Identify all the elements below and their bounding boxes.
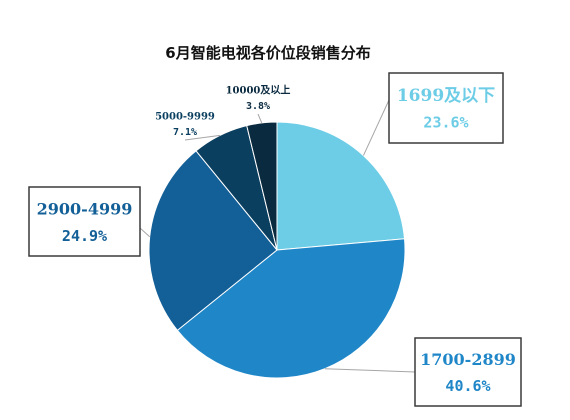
- value-label: 7.1%: [173, 127, 197, 138]
- data-label-box: [388, 72, 504, 144]
- leader-line-2: [324, 368, 416, 373]
- data-label-4: 5000-9999 7.1%: [155, 112, 215, 138]
- value-label: 23.6%: [423, 114, 468, 132]
- data-label-1: 1699及以下 23.6%: [388, 72, 504, 144]
- data-label-5: 10000及以上 3.8%: [226, 84, 291, 112]
- data-label-2: 1700-2899 40.6%: [414, 337, 522, 407]
- category-label: 1700-2899: [420, 350, 516, 369]
- leader-line-4: [184, 134, 221, 141]
- value-label: 24.9%: [62, 227, 107, 245]
- category-label: 1699及以下: [397, 86, 495, 106]
- leader-line-3: [139, 227, 151, 238]
- pie-slice-1: [276, 121, 406, 251]
- pie-slice-2: [176, 238, 406, 379]
- category-label: 5000-9999: [155, 112, 215, 123]
- data-label-3: 2900-4999 24.9%: [28, 186, 141, 257]
- leader-line-5: [257, 113, 263, 124]
- leader-lines: [139, 99, 416, 373]
- data-labels: 1699及以下 23.6% 1700-2899 40.6% 2900-4999 24.9%…: [28, 72, 522, 407]
- value-label: 40.6%: [445, 377, 490, 395]
- value-label: 3.8%: [246, 101, 270, 112]
- pie-slices: [148, 121, 406, 379]
- data-label-box: [414, 337, 522, 407]
- leader-line-1: [362, 99, 390, 156]
- data-label-box: [28, 186, 141, 257]
- category-label: 10000及以上: [226, 84, 291, 97]
- chart-title: 6月智能电视各价位段销售分布: [165, 44, 370, 62]
- category-label: 2900-4999: [37, 200, 133, 219]
